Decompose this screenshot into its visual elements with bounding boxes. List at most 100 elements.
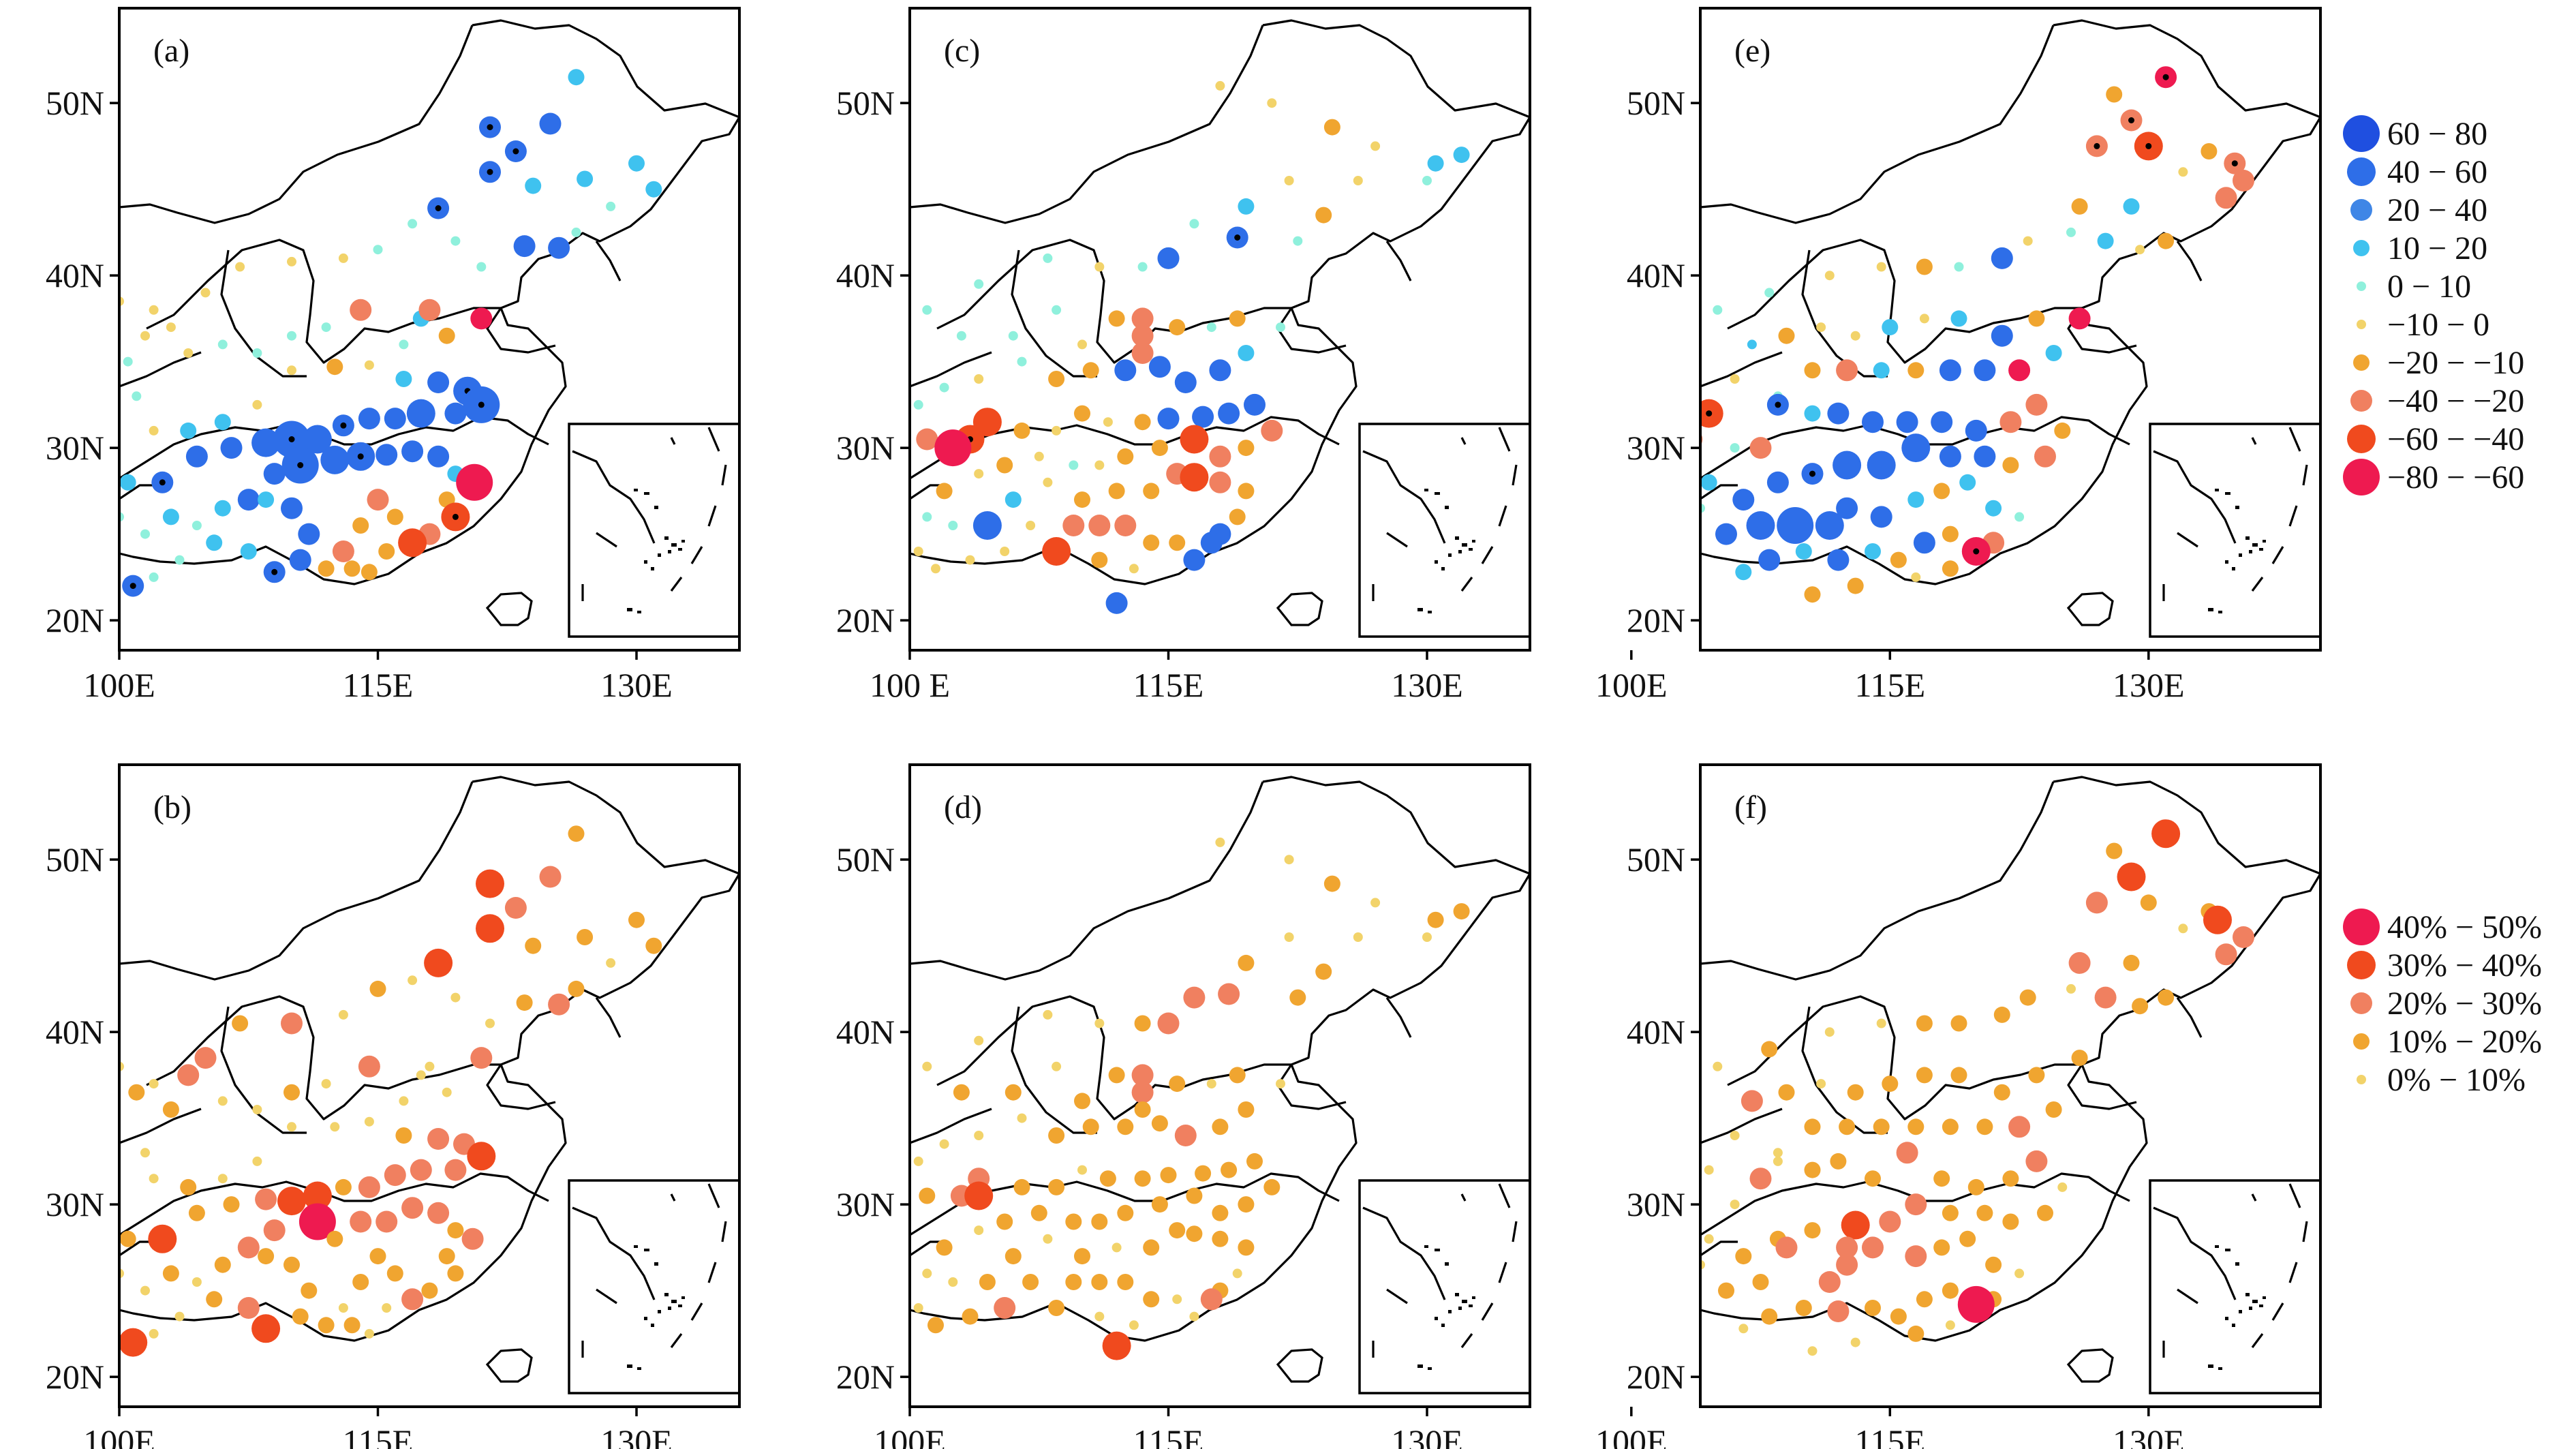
- significance-dot-e-2: [2128, 117, 2134, 123]
- station-marker-e-28: [1882, 319, 1899, 336]
- station-marker-d-13: [1183, 986, 1206, 1009]
- xtick-d-2: 130E: [1391, 1422, 1463, 1449]
- station-marker-b-26: [358, 1055, 380, 1078]
- panel-d: (d) 50N 40N 30N 20N 100E 115E 130E: [836, 763, 1531, 1449]
- station-marker-f-35: [2008, 1116, 2031, 1138]
- station-marker-c-74: [1074, 491, 1090, 508]
- station-marker-d-35: [1151, 1115, 1168, 1132]
- station-marker-d-5: [1453, 903, 1470, 920]
- station-marker-b-29: [442, 1087, 452, 1097]
- station-marker-d-39: [1017, 1113, 1027, 1123]
- xtick-d-0: 100E: [874, 1422, 946, 1449]
- station-marker-c-85: [1169, 534, 1186, 551]
- legend-percent-label-1: 30% − 40%: [2387, 947, 2542, 983]
- station-marker-d-29: [1206, 1079, 1216, 1089]
- station-marker-a-39: [149, 425, 159, 436]
- station-marker-f-84: [1942, 1282, 1959, 1299]
- xtick-a-1: 115E: [343, 666, 414, 704]
- station-marker-f-64: [1841, 1210, 1870, 1240]
- station-marker-c-92: [1000, 547, 1010, 556]
- station-marker-f-10: [2123, 954, 2140, 971]
- station-marker-c-64: [1034, 451, 1044, 461]
- station-marker-a-28: [418, 299, 441, 321]
- station-marker-e-90: [1735, 564, 1752, 581]
- station-marker-d-9: [1315, 963, 1332, 980]
- station-marker-a-97: [378, 543, 395, 560]
- station-marker-b-88: [251, 1314, 281, 1343]
- station-marker-e-24: [1747, 339, 1757, 350]
- station-marker-b-11: [568, 980, 585, 997]
- station-marker-b-92: [174, 1311, 185, 1322]
- station-marker-c-46: [972, 408, 1002, 437]
- station-marker-b-10: [606, 958, 616, 968]
- station-marker-b-67: [263, 1219, 286, 1242]
- station-marker-e-47: [1749, 437, 1772, 459]
- station-marker-c-25: [1131, 307, 1154, 330]
- station-marker-d-66: [974, 1225, 984, 1236]
- station-marker-a-20: [235, 262, 245, 272]
- station-marker-b-69: [326, 1230, 343, 1247]
- station-marker-d-87: [1117, 1274, 1134, 1290]
- station-marker-a-45: [364, 360, 374, 370]
- station-marker-d-7: [1353, 932, 1363, 942]
- station-marker-c-6: [1422, 176, 1432, 185]
- station-marker-c-67: [936, 483, 953, 500]
- station-marker-d-34: [1174, 1125, 1197, 1146]
- significance-dot-e-3: [2094, 142, 2100, 149]
- station-marker-c-19: [922, 305, 932, 315]
- station-marker-d-58: [1212, 1204, 1229, 1221]
- station-marker-c-68: [922, 512, 932, 522]
- station-marker-d-67: [936, 1239, 953, 1256]
- station-marker-c-33: [1209, 359, 1231, 382]
- station-marker-b-6: [525, 937, 542, 954]
- station-marker-b-79: [401, 1288, 424, 1311]
- station-marker-b-0: [476, 869, 504, 898]
- station-marker-c-20: [956, 331, 966, 341]
- ytick-b-1: 40N: [46, 1013, 104, 1051]
- station-marker-e-36: [1974, 359, 1996, 382]
- panel-label-b: (b): [153, 789, 191, 825]
- station-marker-e-46: [1730, 443, 1740, 453]
- station-marker-b-74: [447, 1222, 464, 1239]
- significance-dot-e-44: [1706, 410, 1713, 417]
- station-marker-c-16: [1094, 262, 1105, 272]
- station-marker-b-27: [416, 1070, 426, 1080]
- station-marker-c-47: [1013, 422, 1030, 439]
- station-marker-b-95: [343, 1317, 361, 1334]
- station-marker-b-39: [180, 1178, 197, 1195]
- station-marker-b-75: [461, 1227, 484, 1250]
- station-marker-d-90: [1048, 1300, 1065, 1316]
- station-marker-e-50: [1827, 402, 1850, 425]
- station-marker-f-34: [2045, 1101, 2062, 1118]
- station-marker-e-33: [2068, 307, 2091, 330]
- station-marker-b-89: [292, 1308, 309, 1325]
- xtick-b-0: 100E: [83, 1422, 155, 1449]
- station-marker-d-22: [1052, 1061, 1062, 1071]
- station-marker-b-30: [425, 1061, 435, 1071]
- xtick-b-1: 115E: [343, 1422, 414, 1449]
- station-marker-f-15: [2066, 983, 2076, 994]
- station-marker-a-94: [149, 572, 159, 582]
- station-marker-f-19: [1916, 1015, 1933, 1032]
- station-marker-c-56: [1261, 419, 1283, 442]
- station-marker-a-6: [525, 177, 542, 194]
- station-marker-b-62: [140, 1285, 150, 1296]
- station-marker-c-81: [1229, 508, 1246, 525]
- station-marker-a-18: [338, 253, 348, 263]
- legend-change-label-6: −20 − −10: [2387, 345, 2524, 381]
- station-marker-e-15: [2066, 227, 2076, 237]
- station-marker-d-12: [1218, 983, 1240, 1005]
- station-marker-a-14: [476, 262, 487, 272]
- station-marker-e-52: [1896, 411, 1918, 433]
- station-marker-e-12: [2158, 232, 2175, 249]
- station-marker-f-20: [1876, 1018, 1886, 1028]
- station-marker-c-72: [1005, 491, 1022, 508]
- station-marker-b-84: [318, 1317, 335, 1334]
- station-marker-b-63: [162, 1265, 179, 1282]
- station-marker-b-76: [438, 1248, 455, 1265]
- station-marker-f-39: [1873, 1118, 1890, 1135]
- station-marker-b-35: [217, 1096, 228, 1106]
- station-marker-d-83: [1200, 1288, 1223, 1311]
- station-marker-e-77: [1933, 483, 1950, 500]
- station-marker-d-3: [1370, 898, 1381, 908]
